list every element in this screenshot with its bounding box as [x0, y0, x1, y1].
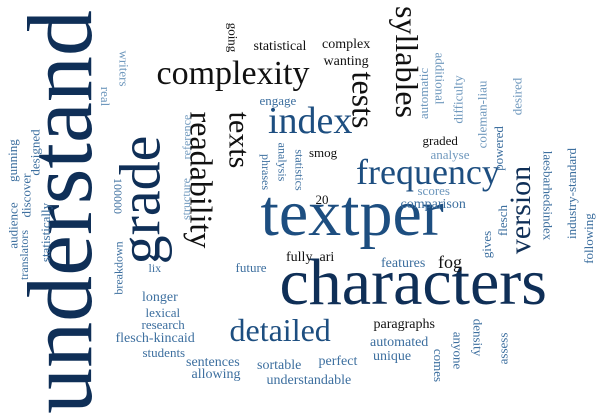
- cloud-word-students: students: [142, 344, 186, 360]
- cloud-word-research: research: [141, 316, 185, 332]
- cloud-word-comes: comes: [430, 348, 446, 382]
- cloud-word-coleman-liau: coleman-liau: [474, 80, 490, 148]
- cloud-word-gunning: gunning: [4, 138, 20, 182]
- cloud-word-going: going: [225, 22, 241, 52]
- cloud-word-density: density: [470, 318, 486, 356]
- cloud-word-reference: reference: [178, 114, 193, 160]
- cloud-word-index: index: [268, 100, 353, 142]
- cloud-word-statistically: statistically: [37, 202, 53, 262]
- cloud-word-structure: structure: [178, 178, 193, 220]
- cloud-word-ari: ari: [319, 250, 335, 265]
- cloud-word-translators: translators: [17, 230, 31, 280]
- cloud-word-perfect: perfect: [318, 354, 358, 369]
- cloud-word-textper: textper: [260, 177, 444, 250]
- cloud-word-tests: tests: [344, 71, 381, 129]
- cloud-word-writers: writers: [116, 49, 132, 87]
- cloud-word-analysis: analysis: [274, 142, 289, 182]
- cloud-word-powered: powered: [490, 125, 506, 171]
- cloud-word-assess: assess: [495, 332, 511, 364]
- cloud-word-breakdown: breakdown: [111, 241, 126, 295]
- cloud-word-lix: lix: [148, 261, 162, 275]
- cloud-word-analyse: analyse: [430, 146, 470, 162]
- cloud-word-difficulty: difficulty: [450, 74, 466, 124]
- cloud-word-scores: scores: [417, 182, 451, 198]
- cloud-word-100000: 100000: [111, 178, 125, 214]
- cloud-word-comparison: comparison: [400, 197, 466, 212]
- cloud-word-anyone: anyone: [450, 331, 466, 369]
- cloud-word-smog: smog: [309, 144, 338, 160]
- cloud-word-statistical: statistical: [253, 39, 307, 54]
- cloud-word-version: version: [504, 165, 538, 255]
- cloud-word-flesch: flesch: [494, 204, 510, 236]
- cloud-word-phrases: phrases: [259, 154, 273, 190]
- cloud-word-frequency: frequency: [356, 152, 500, 192]
- cloud-word-industry-standard: industry-standard: [563, 147, 579, 239]
- cloud-word-characters: characters: [279, 246, 547, 319]
- cloud-word-discover: discover: [18, 172, 34, 218]
- cloud-word-desired: desired: [509, 77, 525, 115]
- cloud-word-laesbarhedsindex: laesbarhedsindex: [540, 150, 556, 240]
- cloud-word-future: future: [235, 259, 267, 275]
- cloud-word-real: real: [97, 86, 113, 106]
- cloud-word-fully: fully: [286, 250, 313, 265]
- cloud-word-statistics: statistics: [292, 149, 307, 191]
- cloud-word-additional: additional: [432, 52, 448, 104]
- cloud-word-following: following: [580, 212, 596, 264]
- cloud-word-understandable: understandable: [266, 373, 352, 388]
- cloud-word-automated: automated: [370, 335, 429, 350]
- cloud-word-features: features: [381, 256, 426, 271]
- cloud-word-flesch-kincaid: flesch-kincaid: [115, 331, 195, 346]
- cloud-word-paragraphs: paragraphs: [373, 317, 435, 332]
- cloud-word-designed: designed: [27, 128, 43, 176]
- cloud-word-complexity: complexity: [156, 55, 310, 92]
- cloud-word-fog: fog: [438, 252, 462, 272]
- cloud-word-allowing: allowing: [191, 367, 241, 382]
- cloud-word-lexical: lexical: [145, 304, 181, 320]
- cloud-word-engage: engage: [259, 92, 297, 108]
- cloud-word-sentences: sentences: [186, 355, 240, 370]
- cloud-word-detailed: detailed: [229, 312, 331, 348]
- cloud-word-automatic: automatic: [415, 67, 431, 119]
- cloud-word-longer: longer: [142, 290, 178, 305]
- cloud-word-20: 20: [315, 191, 329, 207]
- cloud-word-sortable: sortable: [257, 358, 302, 373]
- cloud-word-complex: complex: [322, 37, 371, 52]
- cloud-word-unique: unique: [373, 349, 412, 364]
- cloud-word-gives: gives: [478, 230, 494, 258]
- cloud-word-texts: texts: [221, 111, 255, 169]
- cloud-word-graded: graded: [422, 132, 458, 148]
- cloud-word-wanting: wanting: [323, 54, 369, 69]
